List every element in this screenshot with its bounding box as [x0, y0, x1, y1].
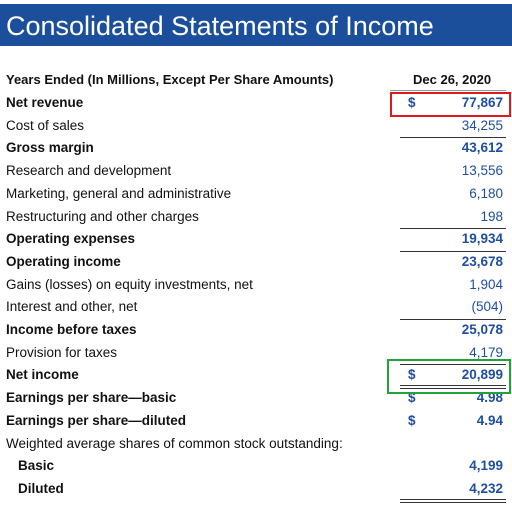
double-rule [400, 498, 506, 500]
double-rule [400, 385, 506, 387]
row-label: Research and development [6, 163, 172, 179]
row-label: Marketing, general and administrative [6, 185, 232, 201]
row-label: Provision for taxes [6, 344, 118, 360]
value: 4,179 [469, 344, 503, 360]
row-label: Weighted average shares of common stock … [6, 435, 343, 451]
row-label: Income before taxes [6, 322, 137, 337]
value: 13,556 [461, 163, 503, 179]
value: 25,078 [461, 322, 503, 337]
row-label: Earnings per share—diluted [6, 412, 187, 428]
highlight-red [390, 92, 511, 117]
row-label: Net income [6, 367, 79, 383]
value: 4.94 [476, 412, 503, 428]
row-label: Interest and other, net [6, 299, 138, 315]
value: 23,678 [461, 253, 503, 269]
value: 77,867 [461, 95, 503, 110]
highlight-green [387, 359, 511, 394]
double-rule [400, 501, 506, 503]
value: 6,180 [469, 185, 503, 201]
value: 4,199 [469, 458, 503, 474]
row-label: Gross margin [6, 140, 94, 156]
value: 19,934 [461, 231, 503, 247]
row-label: Net revenue [6, 95, 84, 110]
value: 4,232 [469, 480, 503, 496]
value: 20,899 [461, 367, 503, 383]
row-label: Earnings per share—basic [6, 390, 177, 406]
header-rule [390, 90, 506, 91]
period: Dec 26, 2020 [413, 72, 492, 87]
row-label: Basic [18, 458, 55, 474]
double-rule [400, 388, 506, 390]
value: 1,904 [469, 276, 503, 292]
row-label: Cost of sales [6, 117, 85, 133]
subtotal-rule [400, 250, 506, 252]
value: 43,612 [461, 140, 503, 156]
subtotal-rule [400, 228, 506, 230]
row-label: Gains (losses) on equity investments, ne… [6, 276, 253, 292]
value: 198 [480, 208, 503, 224]
row-label: Operating expenses [6, 231, 136, 247]
currency: $ [408, 95, 416, 110]
subtotal-rule [400, 137, 506, 139]
currency: $ [408, 412, 416, 428]
column-label: Years Ended (In Millions, Except Per Sha… [6, 72, 334, 87]
row-label: Diluted [18, 480, 64, 496]
subtotal-rule [400, 319, 506, 320]
currency: $ [408, 367, 416, 383]
title: Consolidated Statements of Income [0, 4, 512, 46]
subtotal-rule [400, 364, 506, 366]
row-label: Restructuring and other charges [6, 208, 199, 224]
currency: $ [408, 390, 416, 406]
value: 34,255 [461, 117, 503, 133]
value: (504) [471, 299, 503, 315]
row-label: Operating income [6, 253, 121, 269]
